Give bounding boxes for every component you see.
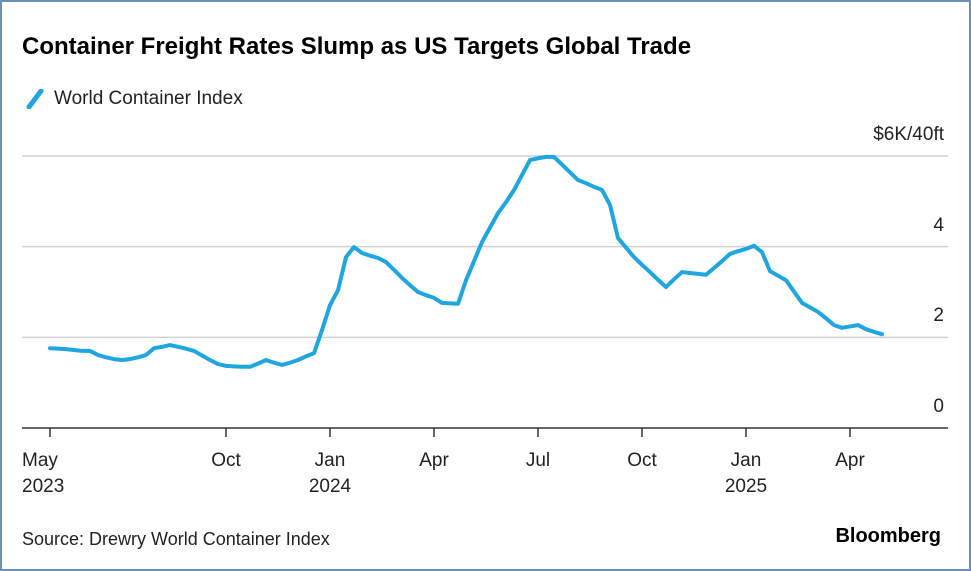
- x-tick-label: Oct: [627, 450, 657, 471]
- source-note: Source: Drewry World Container Index: [22, 529, 330, 549]
- line-series: [48, 154, 884, 369]
- x-tick-label: Apr: [835, 450, 865, 471]
- y-tick-label: 4: [933, 214, 944, 236]
- legend: World Container Index: [26, 86, 243, 112]
- x-tick-label: Jul: [525, 450, 551, 471]
- chart-title: Container Freight Rates Slump as US Targ…: [22, 33, 692, 60]
- brand: Bloomberg: [835, 525, 941, 547]
- x-tick-label: Apr: [419, 450, 449, 471]
- x-tick-label: Jan 2024: [308, 450, 352, 497]
- x-tick-label: Jan 2025: [724, 450, 768, 497]
- x-tick-label: May 2023: [22, 450, 65, 497]
- x-tick-label: Oct: [211, 450, 241, 471]
- y-tick-label: 0: [933, 396, 944, 417]
- y-tick-label: 2: [933, 305, 944, 327]
- y-tick-label: $6K/40ft: [873, 124, 944, 145]
- legend-label: World Container Index: [54, 88, 243, 109]
- legend-swatch: [26, 89, 44, 109]
